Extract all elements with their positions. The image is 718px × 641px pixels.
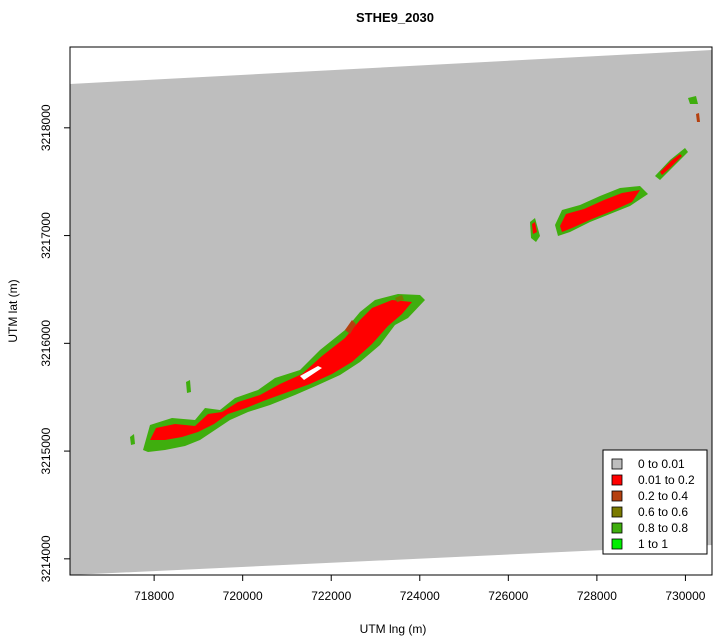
x-tick-label: 718000 (134, 589, 174, 603)
plot-frame (69, 46, 713, 576)
y-tick-label: 3218000 (39, 104, 53, 151)
legend-swatch (611, 522, 623, 534)
legend-swatch (611, 506, 623, 518)
patch-east-red-core (560, 190, 640, 232)
patch-west-white-gap (300, 366, 322, 380)
map-title: STHE9_2030 (356, 10, 434, 25)
legend-swatch (611, 490, 623, 502)
legend: 0 to 0.01 0.01 to 0.2 0.2 to 0.4 0.6 to 0.6… (602, 449, 708, 555)
x-tick-label: 730000 (665, 589, 705, 603)
y-axis: 3214000 3215000 3216000 3217000 3218000 (39, 104, 70, 582)
patch-west-small-outlier (130, 434, 135, 445)
patch-west-olive-spot (395, 295, 404, 302)
patch-west-small-outlier-2 (186, 380, 191, 393)
patch-east-west-outlier-red (532, 222, 537, 234)
habitat-patches (130, 96, 700, 452)
legend-swatch (611, 538, 623, 550)
y-tick-label: 3215000 (39, 427, 53, 474)
y-tick-label: 3217000 (39, 212, 53, 259)
y-axis-label: UTM lat (m) (6, 279, 20, 342)
patch-east-corner-dark (696, 113, 700, 122)
patch-east-northern-strip-red (660, 154, 682, 175)
patch-east-corner-green (688, 96, 698, 104)
x-axis: 718000 720000 722000 724000 726000 728000 7300… (134, 575, 706, 603)
x-axis-label: UTM lng (m) (360, 622, 427, 636)
patch-west-red-core (150, 300, 412, 440)
legend-label: 0.6 to 0.6 (638, 505, 688, 519)
legend-swatch (611, 458, 623, 470)
y-tick-label: 3214000 (39, 535, 53, 582)
legend-label: 0 to 0.01 (638, 457, 685, 471)
x-tick-label: 726000 (488, 589, 528, 603)
legend-label: 1 to 1 (638, 537, 668, 551)
patch-west-dark-edge (345, 320, 356, 334)
legend-label: 0.8 to 0.8 (638, 521, 688, 535)
x-tick-label: 724000 (400, 589, 440, 603)
legend-label: 0.2 to 0.4 (638, 489, 688, 503)
legend-swatch (611, 474, 623, 486)
y-tick-label: 3216000 (39, 320, 53, 367)
x-tick-label: 728000 (577, 589, 617, 603)
x-tick-label: 720000 (223, 589, 263, 603)
x-tick-label: 722000 (311, 589, 351, 603)
legend-label: 0.01 to 0.2 (638, 473, 695, 487)
